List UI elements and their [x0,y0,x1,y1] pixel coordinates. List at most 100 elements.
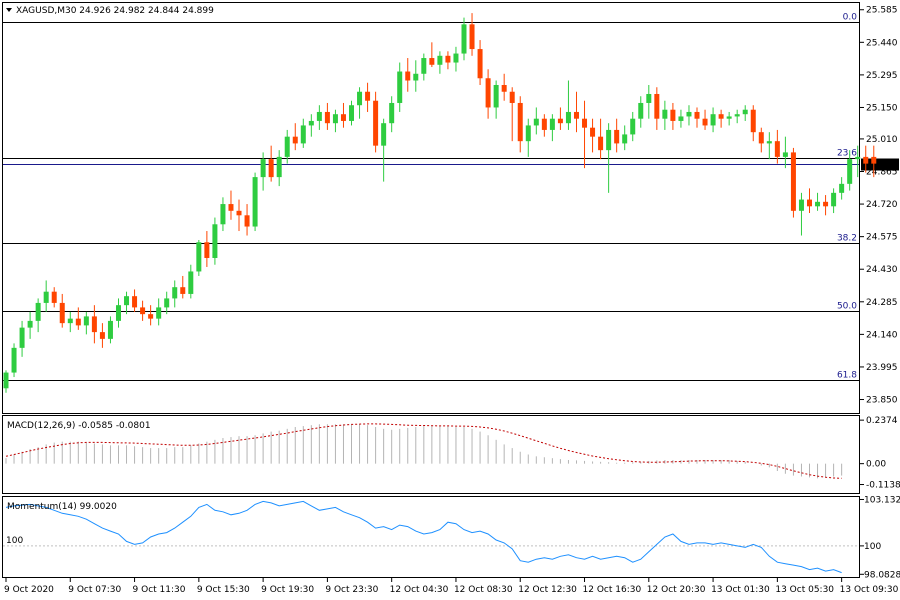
time-tick-label-5: 9 Oct 23:30 [325,585,378,595]
candle [357,87,363,119]
fib-label-3: 50.0 [837,302,857,312]
candle-body [67,318,73,324]
candle-body [670,109,676,121]
candle-body [646,93,652,103]
momentum-tick-label-1: 100 [864,542,881,552]
momentum-title: Momentum(14) 99.0020 [7,502,117,512]
candle-body [726,116,732,119]
candle [590,118,596,153]
candle [140,300,146,321]
candle-body [332,114,338,124]
candle [646,85,652,119]
candle-body [11,347,17,373]
candle [43,280,49,312]
candle [99,323,105,348]
candle-body [236,210,242,216]
candle [349,100,355,126]
candle-body [501,85,507,92]
price-tick-label-6: 24.720 [866,200,898,210]
candle [220,197,226,232]
candle-body [461,24,467,54]
candle [598,118,604,160]
candle [606,123,612,193]
candle [774,129,780,164]
candle [164,291,170,315]
candle-body [107,320,113,339]
candle-body [509,91,515,103]
candle-body [3,372,9,389]
candle [839,177,845,200]
candle [758,127,764,153]
candle-body [27,320,33,328]
candle-body [525,125,531,142]
candle-body [324,111,330,124]
candle-body [614,129,620,144]
candle [734,109,740,124]
candle-body [750,109,756,133]
candle-body [702,118,708,126]
candle [678,109,684,128]
price-tick-label-11: 23.995 [866,363,898,373]
candle [815,192,821,211]
candle [268,145,274,182]
candle-body [252,177,258,227]
candle-body [469,24,475,50]
candle-body [863,156,869,164]
candle [365,82,371,112]
candle-body [300,125,306,144]
price-tick-label-2: 25.295 [866,71,898,81]
candle [445,51,451,70]
candle-body [164,298,170,308]
momentum-level-label: 100 [6,536,23,546]
candle-body [91,316,97,333]
candle-body [718,114,724,119]
symbol-menu-triangle-icon[interactable] [6,8,12,12]
candle [493,80,499,119]
candle [196,240,202,276]
candle-body [694,111,700,119]
time-tick-label-10: 12 Oct 20:30 [647,585,706,595]
candle [855,145,861,178]
candle-body [156,307,162,319]
candle-body [340,114,346,121]
candle [509,87,515,142]
candle [324,102,330,130]
candle-body [59,302,65,324]
candle-body [774,141,780,157]
candle [485,69,491,119]
candle [332,109,338,133]
candle-body [453,53,459,63]
momentum-tick-label-0: 103.1327 [864,495,900,505]
price-tick-label-4: 25.010 [866,135,898,145]
time-tick-label-6: 12 Oct 04:30 [390,585,449,595]
time-tick-label-11: 13 Oct 01:30 [711,585,770,595]
candle [718,109,724,128]
time-tick-label-2: 9 Oct 11:30 [133,585,186,595]
time-tick-label-8: 12 Oct 12:30 [518,585,577,595]
candle-body [188,271,194,294]
candle [525,118,531,157]
macd-signal-line [5,423,842,479]
candle-body [742,109,748,115]
candle [19,320,25,357]
candle-body [678,116,684,121]
candle-body [573,111,579,119]
candle-body [622,134,628,144]
candle [702,109,708,130]
candle-body [244,215,250,227]
candle [236,199,242,232]
candle [292,123,298,151]
candle [260,152,266,191]
candle-body [308,120,314,126]
candle [750,105,756,142]
fib-label-0: 0.0 [843,13,858,23]
time-tick-label-1: 9 Oct 07:30 [68,585,121,595]
fib-label-4: 61.8 [837,371,857,381]
time-tick-label-7: 12 Oct 08:30 [454,585,513,595]
candle [798,192,804,236]
candle [614,118,620,153]
main-panel-frame [2,2,860,414]
candle [11,343,17,378]
candle-body [871,156,877,164]
candle [300,118,306,148]
